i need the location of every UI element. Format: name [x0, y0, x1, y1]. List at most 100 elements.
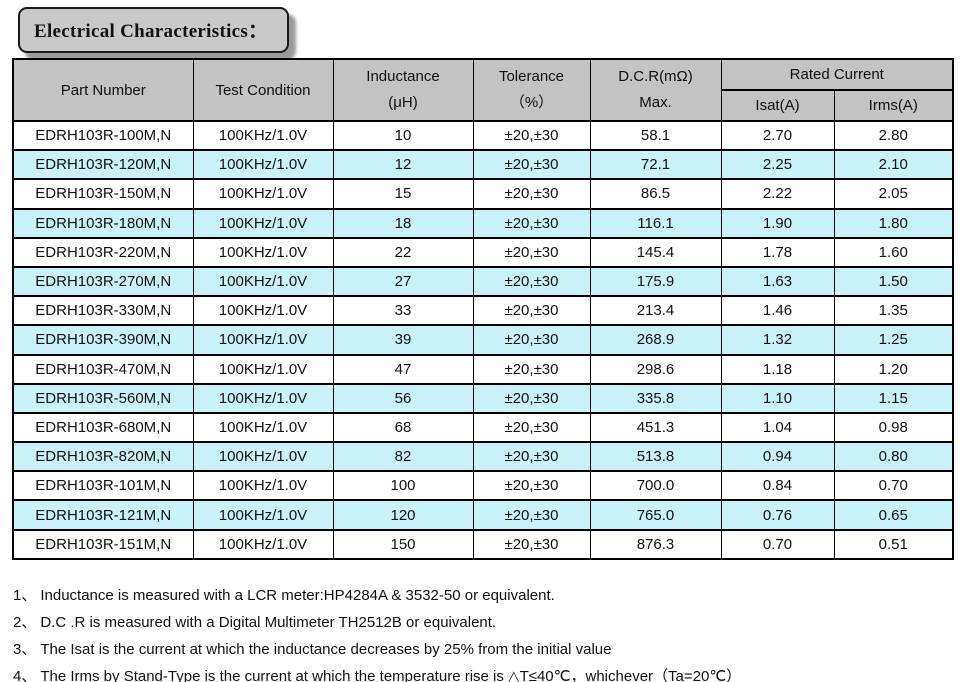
header-inductance: Inductance (μH): [332, 58, 474, 122]
table-row: EDRH103R-151M,N 100KHz/1.0V 150 ±20,±30 …: [12, 528, 954, 560]
header-dcr-max: Max.: [639, 94, 672, 111]
table-row: EDRH103R-390M,N 100KHz/1.0V 39 ±20,±30 2…: [12, 324, 954, 356]
note-text: The Isat is the current at which the ind…: [40, 641, 612, 658]
header-dcr: D.C.R(mΩ) Max.: [589, 58, 722, 122]
cell-inductance: 47: [332, 353, 474, 385]
cell-dcr-max: 145.4: [589, 236, 722, 268]
cell-tolerance: ±20,±30: [472, 499, 591, 531]
cell-part-number: EDRH103R-270M,N: [12, 265, 194, 298]
cell-tolerance: ±20,±30: [472, 295, 591, 327]
cell-dcr-max: 86.5: [589, 178, 722, 210]
note-item: 2、 D.C .R is measured with a Digital Mult…: [13, 609, 963, 636]
cell-inductance: 33: [332, 295, 474, 327]
cell-test-condition: 100KHz/1.0V: [192, 265, 334, 298]
cell-test-condition: 100KHz/1.0V: [192, 499, 334, 531]
cell-part-number: EDRH103R-390M,N: [12, 324, 194, 356]
cell-inductance: 82: [332, 441, 474, 473]
cell-irms: 1.35: [833, 295, 954, 327]
cell-inductance: 10: [332, 119, 474, 152]
cell-isat: 1.10: [720, 382, 835, 414]
header-tolerance-line1: Tolerance: [498, 68, 565, 85]
cell-dcr-max: 700.0: [589, 470, 722, 502]
cell-dcr-max: 175.9: [589, 265, 722, 298]
cell-dcr-max: 213.4: [589, 295, 722, 327]
cell-part-number: EDRH103R-121M,N: [12, 499, 194, 531]
table-row: EDRH103R-101M,N 100KHz/1.0V 100 ±20,±30 …: [12, 470, 954, 502]
cell-test-condition: 100KHz/1.0V: [192, 236, 334, 268]
header-test-condition: Test Condition: [192, 58, 334, 122]
cell-part-number: EDRH103R-120M,N: [12, 149, 194, 181]
table-row: EDRH103R-121M,N 100KHz/1.0V 120 ±20,±30 …: [12, 499, 954, 531]
cell-tolerance: ±20,±30: [472, 207, 591, 239]
section-title-box: Electrical Characteristics：: [18, 7, 290, 53]
table-row: EDRH103R-330M,N 100KHz/1.0V 33 ±20,±30 2…: [12, 295, 954, 327]
table-row: EDRH103R-680M,N 100KHz/1.0V 68 ±20,±30 4…: [12, 411, 954, 444]
cell-test-condition: 100KHz/1.0V: [192, 382, 334, 414]
cell-isat: 0.70: [720, 528, 835, 560]
electrical-characteristics-table: Part Number Test Condition Inductance (μ…: [12, 58, 954, 560]
cell-inductance: 12: [332, 149, 474, 181]
cell-test-condition: 100KHz/1.0V: [192, 353, 334, 385]
header-tolerance: Tolerance （%）: [472, 58, 591, 122]
cell-tolerance: ±20,±30: [472, 528, 591, 560]
cell-irms: 2.05: [833, 178, 954, 210]
cell-test-condition: 100KHz/1.0V: [192, 295, 334, 327]
table-row: EDRH103R-270M,N 100KHz/1.0V 27 ±20,±30 1…: [12, 265, 954, 298]
cell-tolerance: ±20,±30: [472, 149, 591, 181]
note-item: 3、 The Isat is the current at which the i…: [13, 636, 963, 663]
cell-isat: 1.04: [720, 411, 835, 444]
table-row: EDRH103R-180M,N 100KHz/1.0V 18 ±20,±30 1…: [12, 207, 954, 239]
cell-part-number: EDRH103R-330M,N: [12, 295, 194, 327]
cell-part-number: EDRH103R-470M,N: [12, 353, 194, 385]
cell-irms: 1.60: [833, 236, 954, 268]
cell-tolerance: ±20,±30: [472, 382, 591, 414]
cell-irms: 0.51: [833, 528, 954, 560]
note-number: 2、: [13, 614, 37, 631]
cell-part-number: EDRH103R-560M,N: [12, 382, 194, 414]
note-item: 1、 Inductance is measured with a LCR mete…: [13, 582, 963, 609]
header-inductance-unit: (μH): [388, 94, 418, 111]
cell-irms: 0.70: [833, 470, 954, 502]
cell-test-condition: 100KHz/1.0V: [192, 470, 334, 502]
cell-inductance: 68: [332, 411, 474, 444]
cell-test-condition: 100KHz/1.0V: [192, 528, 334, 560]
header-dcr-line1: D.C.R(mΩ): [618, 68, 693, 85]
note-text: The Irms by Stand-Type is the current at…: [40, 668, 742, 682]
cell-isat: 2.25: [720, 149, 835, 181]
table-body: EDRH103R-100M,N 100KHz/1.0V 10 ±20,±30 5…: [12, 119, 954, 560]
header-tolerance-unit: （%）: [509, 94, 554, 111]
cell-inductance: 27: [332, 265, 474, 298]
table-row: EDRH103R-220M,N 100KHz/1.0V 22 ±20,±30 1…: [12, 236, 954, 268]
cell-test-condition: 100KHz/1.0V: [192, 207, 334, 239]
cell-inductance: 150: [332, 528, 474, 560]
cell-dcr-max: 298.6: [589, 353, 722, 385]
table-row: EDRH103R-560M,N 100KHz/1.0V 56 ±20,±30 3…: [12, 382, 954, 414]
cell-tolerance: ±20,±30: [472, 324, 591, 356]
header-part-number: Part Number: [12, 58, 194, 122]
cell-part-number: EDRH103R-101M,N: [12, 470, 194, 502]
cell-dcr-max: 116.1: [589, 207, 722, 239]
cell-irms: 0.80: [833, 441, 954, 473]
cell-irms: 1.50: [833, 265, 954, 298]
table-row: EDRH103R-100M,N 100KHz/1.0V 10 ±20,±30 5…: [12, 119, 954, 152]
cell-isat: 1.63: [720, 265, 835, 298]
cell-irms: 2.10: [833, 149, 954, 181]
cell-dcr-max: 335.8: [589, 382, 722, 414]
section-title: Electrical Characteristics：: [34, 21, 268, 42]
cell-dcr-max: 513.8: [589, 441, 722, 473]
cell-inductance: 120: [332, 499, 474, 531]
cell-part-number: EDRH103R-820M,N: [12, 441, 194, 473]
note-item: 4、 The Irms by Stand-Type is the current …: [13, 663, 963, 682]
cell-isat: 0.94: [720, 441, 835, 473]
cell-irms: 0.65: [833, 499, 954, 531]
cell-isat: 1.18: [720, 353, 835, 385]
cell-irms: 1.80: [833, 207, 954, 239]
cell-dcr-max: 451.3: [589, 411, 722, 444]
note-text: Inductance is measured with a LCR meter:…: [40, 587, 555, 604]
cell-test-condition: 100KHz/1.0V: [192, 119, 334, 152]
table-header: Part Number Test Condition Inductance (μ…: [12, 58, 954, 122]
cell-dcr-max: 876.3: [589, 528, 722, 560]
note-number: 3、: [13, 641, 37, 658]
header-inductance-line1: Inductance: [366, 68, 440, 85]
